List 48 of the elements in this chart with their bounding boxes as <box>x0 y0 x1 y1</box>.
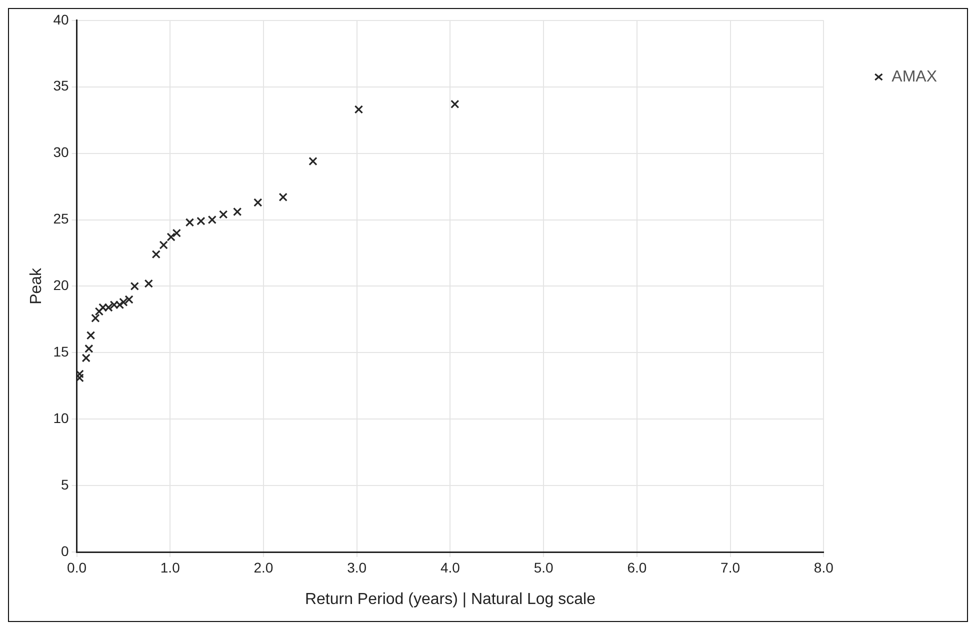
x-tick-label: 1.0 <box>160 559 180 576</box>
point <box>450 100 460 108</box>
point <box>152 250 160 259</box>
x-tick-label: 6.0 <box>627 559 647 576</box>
point <box>185 218 194 227</box>
y-tick-label: 10 <box>53 410 69 426</box>
point <box>76 374 84 382</box>
y-tick-label: 15 <box>53 344 69 360</box>
y-tick-label: 35 <box>53 78 69 94</box>
x-tick-label: 2.0 <box>254 559 274 576</box>
y-tick-label: 40 <box>53 11 69 28</box>
y-tick-label: 30 <box>53 144 69 160</box>
point <box>115 300 124 310</box>
y-tick-label: 0 <box>60 542 69 559</box>
point <box>86 331 96 340</box>
point <box>219 210 228 219</box>
x-tick-label: 4.0 <box>440 559 460 576</box>
x-tick-label: 5.0 <box>534 559 554 576</box>
y-tick-label: 5 <box>60 476 69 492</box>
x-tick-label: 0.0 <box>67 559 87 576</box>
point <box>98 303 108 312</box>
point <box>308 156 318 166</box>
point <box>124 295 134 304</box>
y-axis-title: Peak <box>28 266 46 304</box>
x-tick-label: 3.0 <box>347 559 367 576</box>
point <box>196 216 206 226</box>
point <box>278 192 288 202</box>
y-tick-label: 25 <box>53 210 69 227</box>
point <box>94 307 104 316</box>
point <box>91 314 100 322</box>
x-axis-title: Return Period (years) | Natural Log scale <box>304 590 596 608</box>
point <box>144 279 153 288</box>
x-tick-label: 7.0 <box>720 559 740 576</box>
point <box>119 298 128 306</box>
point <box>130 282 139 291</box>
legend-label: AMAX <box>892 68 938 86</box>
y-tick-label: 20 <box>53 277 69 294</box>
point <box>159 240 168 250</box>
point <box>110 300 118 310</box>
point <box>172 228 182 238</box>
point <box>354 105 364 114</box>
point <box>208 215 216 224</box>
x-tick-label: 8.0 <box>814 559 834 576</box>
point <box>104 303 113 312</box>
point <box>166 232 176 242</box>
point <box>233 207 242 216</box>
point <box>76 370 84 378</box>
point <box>254 198 262 207</box>
